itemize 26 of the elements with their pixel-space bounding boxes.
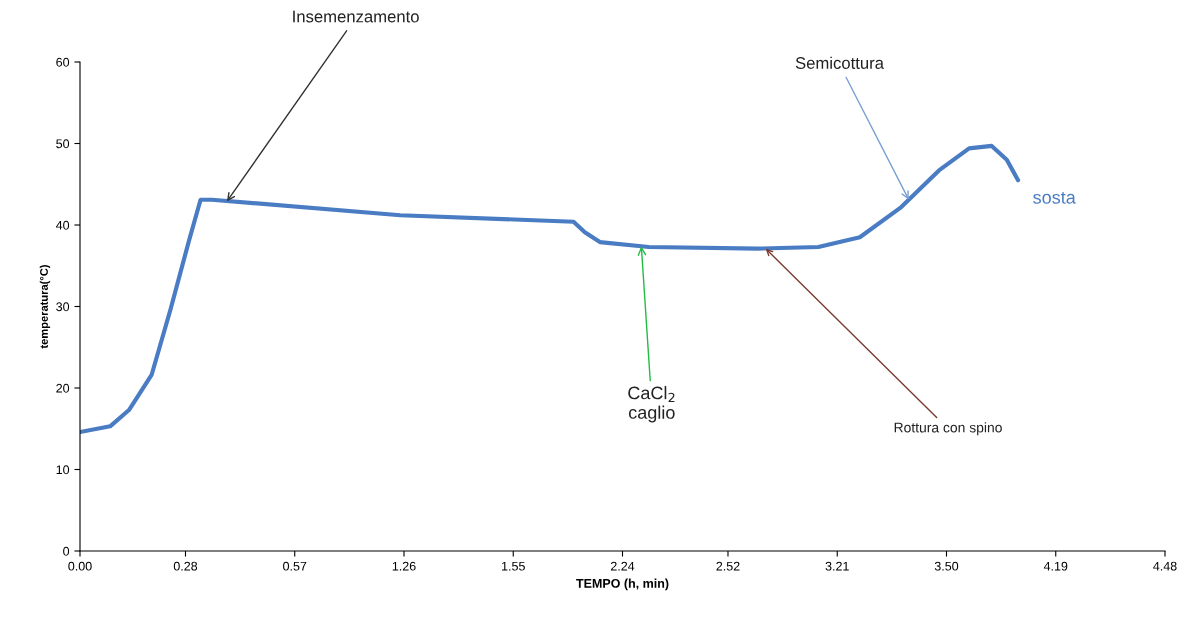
annotation: Insemenzamento [293,10,419,23]
x-tick-label: 4.19 [1043,561,1068,571]
y-tick-label: 0 [63,546,70,556]
x-tick-label: 3.50 [934,561,959,571]
x-tick-label: 2.52 [716,561,740,571]
y-tick-label: 20 [56,383,70,393]
y-tick-label: 50 [56,139,70,149]
annotation: Rottura con spino [894,422,1002,436]
y-tick-label: 10 [56,465,70,475]
x-tick-label: 1.55 [502,561,525,571]
y-tick-label: 40 [55,220,70,230]
y-tick-label: 30 [56,302,70,312]
annotation: Semicottura [795,56,884,69]
annotation: CaCl$_{2}$ caglio [628,386,675,423]
line-series [80,143,1021,435]
x-axis-title: TEMPO (h, min) [576,578,669,591]
x-tick-label: 0.28 [173,561,198,571]
x-tick-label: 4.48 [1153,561,1177,571]
x-tick-label: 1.26 [392,561,416,571]
x-tick-label: 0.57 [283,561,307,571]
annotation: sosta [1033,191,1076,204]
y-axis-title: temperatura(°C) [39,265,51,349]
x-tick-label: 3.21 [825,561,849,571]
y-tick-label: 60 [56,57,70,67]
x-tick-label: 0.00 [68,561,92,571]
x-tick-label: 2.24 [610,561,635,571]
